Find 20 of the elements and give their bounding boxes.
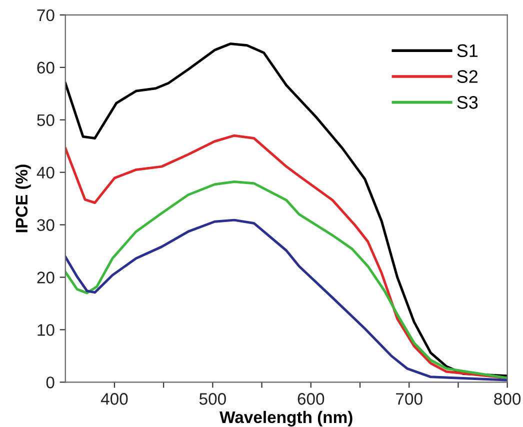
x-tick-label: 800: [494, 393, 521, 405]
y-tick-label: 50: [37, 114, 54, 126]
y-tick-label: 30: [37, 219, 54, 231]
x-tick-label: 700: [396, 393, 422, 405]
y-tick-label: 10: [38, 324, 54, 336]
line-series: [65, 180, 508, 380]
x-tick-label: 500: [199, 393, 226, 405]
x-tick-label: 400: [100, 393, 128, 405]
y-tick-label: 70: [37, 9, 54, 22]
y-axis-title: IPCE (%): [15, 164, 31, 232]
y-tick-label: 60: [37, 62, 54, 74]
line-series: [65, 42, 508, 378]
y-tick-label: 20: [37, 272, 54, 284]
legend-label: S2: [457, 70, 478, 83]
y-tick-label: 40: [36, 166, 54, 179]
x-axis-title: Wavelength (nm): [220, 410, 352, 427]
legend-label: S3: [457, 96, 478, 109]
y-tick-label: 0: [46, 376, 54, 388]
legend-label: S1: [457, 44, 478, 58]
x-tick-label: 600: [298, 393, 324, 405]
